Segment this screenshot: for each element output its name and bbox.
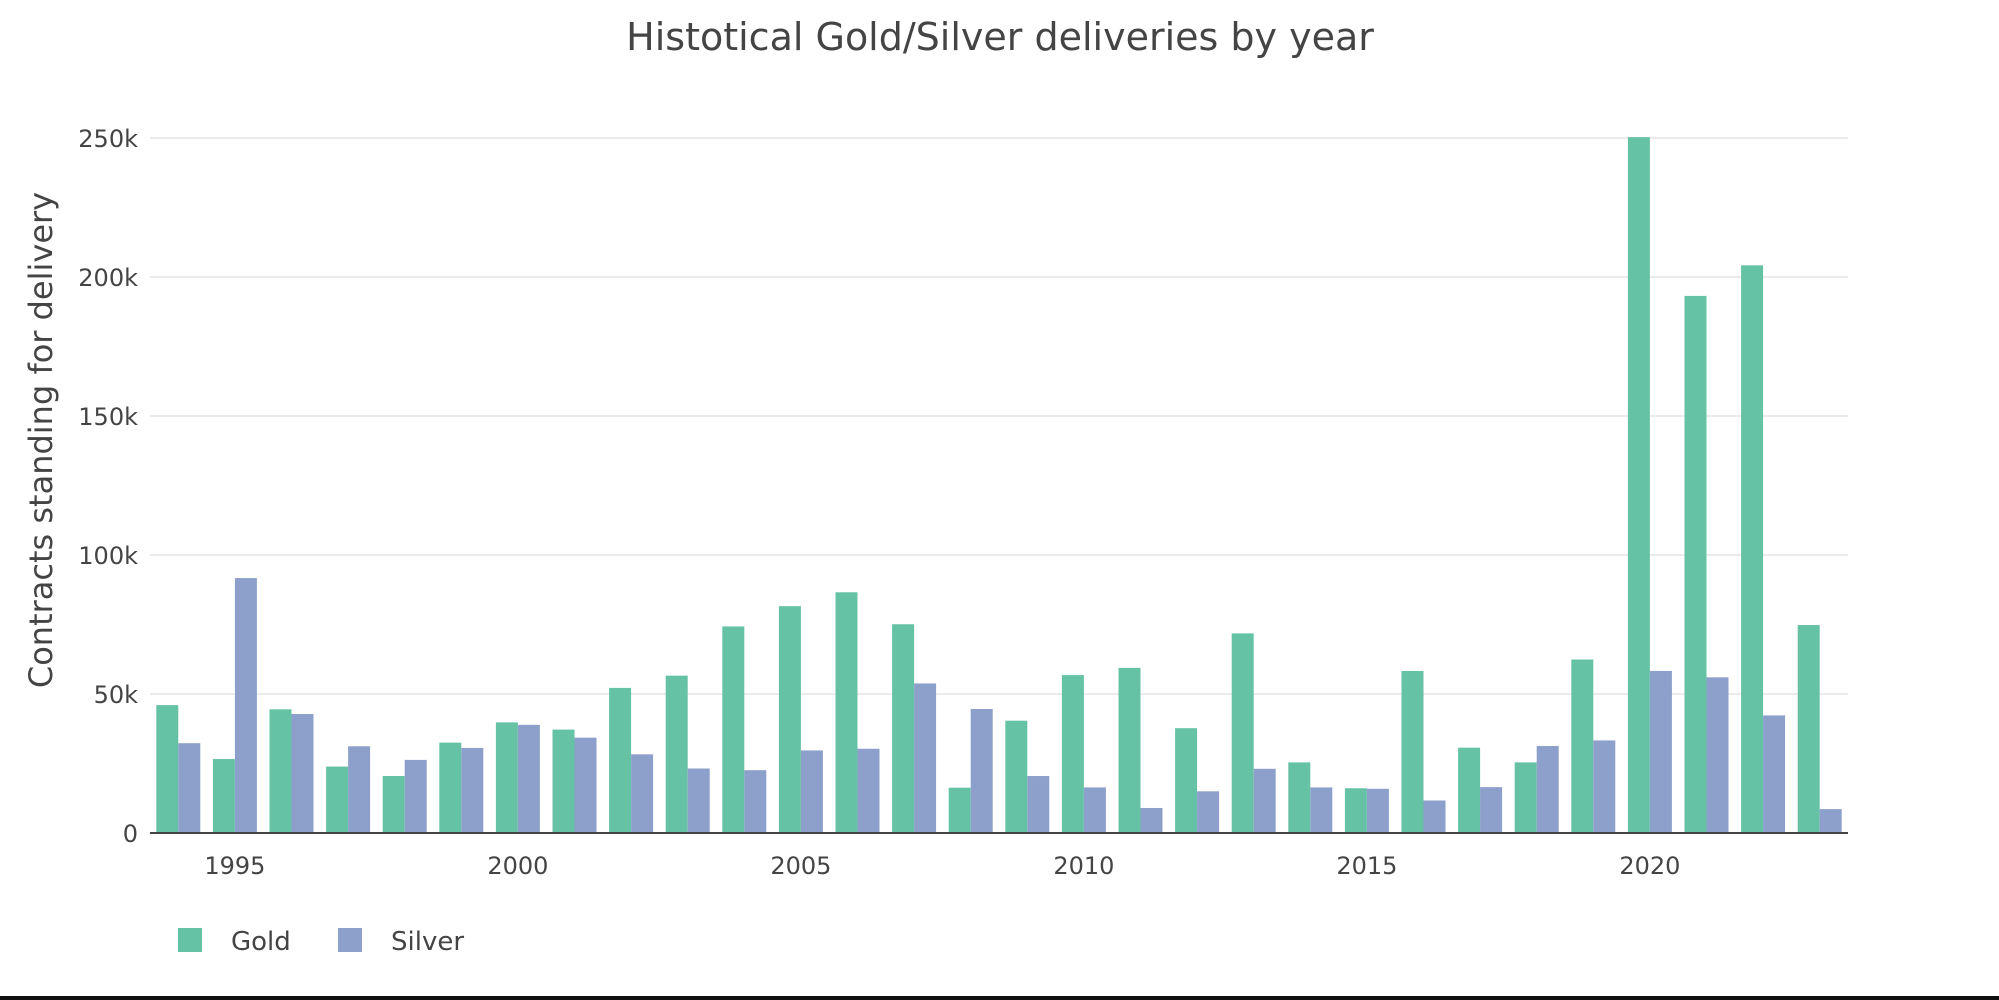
bar-gold-2012 [1175,728,1198,833]
bar-silver-2014 [1310,787,1333,833]
bar-gold-2003 [665,675,688,833]
bar-silver-1995 [234,578,257,833]
bar-silver-2004 [744,770,767,833]
bar-silver-1999 [461,747,484,833]
bar-gold-1996 [269,709,292,833]
bar-gold-1997 [326,766,349,833]
legend-label: Gold [231,927,291,957]
bar-gold-1995 [212,759,235,833]
bar-gold-2009 [1005,720,1028,833]
x-tick-label: 2010 [1053,852,1114,880]
y-tick-label: 0 [123,820,138,848]
bar-gold-2010 [1061,675,1084,833]
bar-gold-2006 [835,592,858,833]
y-tick-label: 50k [94,681,139,709]
x-tick-label: 1995 [204,852,265,880]
bar-gold-2019 [1571,659,1594,833]
bar-silver-2023 [1819,809,1842,833]
bar-gold-2001 [552,729,575,833]
bar-gold-2013 [1231,633,1254,833]
chart-title: Histotical Gold/Silver deliveries by yea… [626,15,1374,59]
y-axis-ticks: 0 50k 100k 150k 200k 250k [78,125,138,848]
bar-silver-2015 [1366,788,1389,833]
legend-item-gold[interactable]: Gold [178,927,291,957]
bar-silver-2001 [574,737,597,833]
bar-gold-2007 [892,624,915,833]
bar-silver-2019 [1593,740,1616,833]
bar-gold-2002 [609,687,632,833]
bar-gold-2015 [1344,788,1367,833]
bar-gold-2004 [722,626,745,833]
bar-gold-2008 [948,787,971,833]
bar-gold-1998 [382,776,405,833]
bar-silver-2013 [1253,768,1276,833]
x-tick-label: 2000 [487,852,548,880]
bar-silver-1996 [291,714,314,833]
bar-gold-1999 [439,742,462,833]
bar-silver-1998 [404,759,427,833]
bar-gold-2016 [1401,670,1424,833]
bar-gold-2021 [1684,295,1707,833]
bar-silver-2005 [800,750,823,833]
bar-silver-1997 [348,746,371,833]
bar-silver-2012 [1197,791,1220,833]
gridlines [150,137,1848,695]
bar-gold-1994 [156,705,179,833]
legend-swatch [338,928,362,952]
x-axis-ticks: 1995 2000 2005 2010 2015 2020 [204,852,1680,880]
y-tick-label: 150k [78,403,138,431]
bar-gold-2005 [778,606,801,833]
bar-gold-2018 [1514,762,1537,833]
x-tick-label: 2020 [1619,852,1680,880]
bar-silver-2020 [1649,670,1672,833]
x-tick-label: 2005 [770,852,831,880]
bar-gold-2000 [495,722,518,833]
bar-silver-1994 [178,743,201,833]
bar-gold-2011 [1118,667,1141,833]
legend-item-silver[interactable]: Silver [338,927,464,957]
bar-silver-2011 [1140,807,1163,833]
bar-silver-2018 [1536,745,1559,833]
bar-silver-2000 [517,724,540,833]
bar-silver-2002 [631,754,654,833]
legend: Gold Silver [178,927,464,957]
bar-gold-2022 [1741,265,1764,834]
legend-swatch [178,928,202,952]
bar-silver-2021 [1706,677,1729,833]
bar-gold-2020 [1627,137,1650,833]
bar-silver-2003 [687,768,710,833]
y-tick-label: 100k [78,542,138,570]
x-tick-label: 2015 [1336,852,1397,880]
bar-gold-2023 [1797,625,1820,833]
bar-silver-2007 [914,683,937,833]
bar-gold-2017 [1458,747,1481,833]
y-tick-label: 250k [78,125,138,153]
bars [156,137,1842,834]
bar-silver-2017 [1480,787,1503,833]
bar-silver-2008 [970,709,993,833]
bar-silver-2006 [857,748,880,833]
bar-gold-2014 [1288,762,1311,833]
bottom-border [0,996,1999,1000]
y-tick-label: 200k [78,264,138,292]
bar-silver-2009 [1027,776,1050,833]
y-axis-label: Contracts standing for delivery [22,192,60,688]
bar-silver-2016 [1423,800,1446,833]
bar-silver-2010 [1083,787,1106,833]
legend-label: Silver [391,927,464,957]
bar-silver-2022 [1763,715,1786,833]
